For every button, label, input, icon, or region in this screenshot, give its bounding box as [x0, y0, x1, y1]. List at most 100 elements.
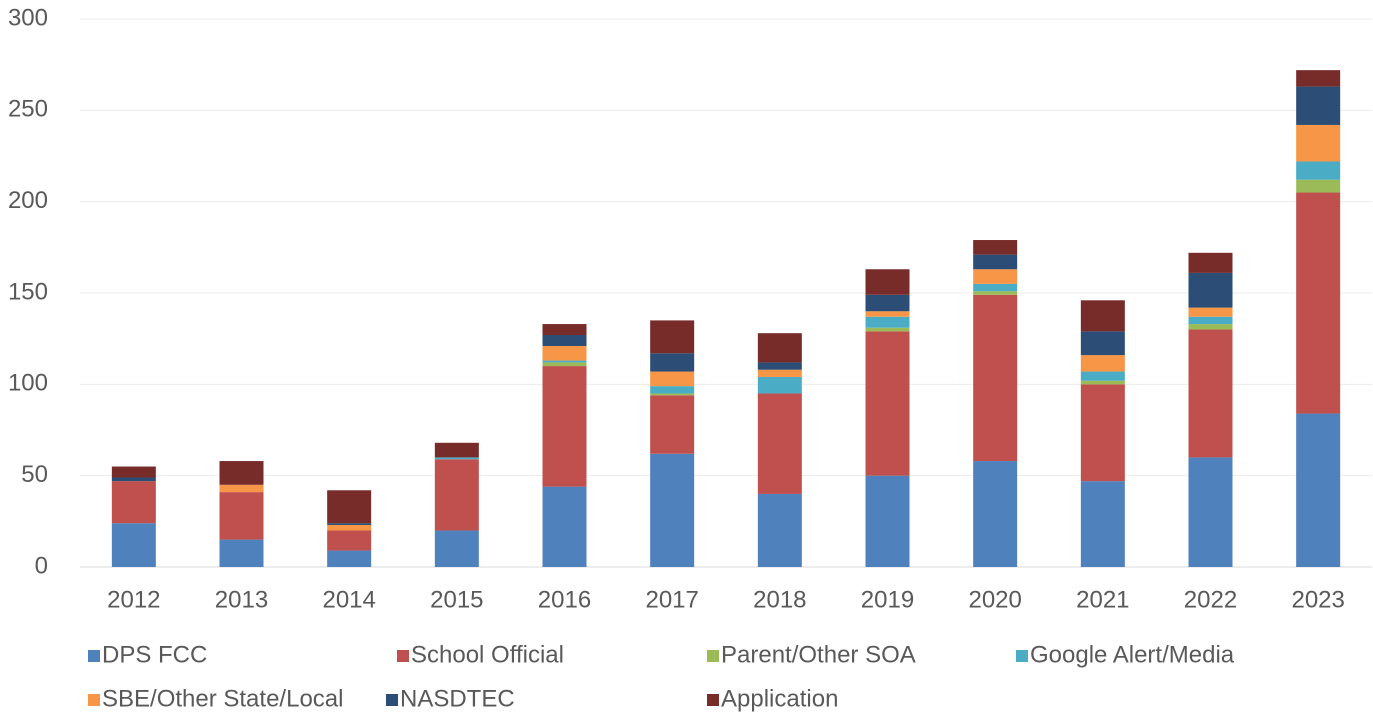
- bar-segment: [327, 524, 372, 531]
- x-tick-label: 2019: [861, 586, 914, 613]
- bar-segment: [111, 481, 156, 524]
- x-tick-label: 2016: [538, 586, 591, 613]
- bar-segment: [1296, 179, 1341, 193]
- bar-segment: [757, 493, 802, 567]
- bar-segment: [973, 283, 1018, 292]
- x-tick-label: 2020: [968, 586, 1021, 613]
- bar-segment: [434, 442, 479, 458]
- x-tick-label: 2022: [1184, 586, 1237, 613]
- bar-segment: [1080, 331, 1125, 356]
- x-tick-label: 2023: [1291, 586, 1344, 613]
- x-tick-label: 2012: [107, 586, 160, 613]
- legend-label: SBE/Other State/Local: [102, 685, 343, 712]
- legend-swatch: [386, 694, 398, 706]
- legend-swatch: [707, 694, 719, 706]
- bar-segment: [650, 393, 695, 396]
- bar-segment: [865, 475, 910, 567]
- bar-segment: [1296, 192, 1341, 414]
- bar-segment: [1080, 371, 1125, 381]
- bar-segment: [219, 484, 264, 493]
- bar-segment: [1188, 316, 1233, 325]
- bar-segment: [1296, 413, 1341, 567]
- y-tick-label: 0: [35, 552, 48, 579]
- bar-segment: [111, 477, 156, 482]
- legend-label: Google Alert/Media: [1030, 641, 1235, 668]
- bar-segment: [973, 291, 1018, 295]
- x-tick-label: 2018: [753, 586, 806, 613]
- bar-segment: [865, 316, 910, 328]
- bar-segment: [542, 360, 587, 363]
- bar-segment: [1188, 329, 1233, 458]
- bar-segment: [865, 269, 910, 295]
- bar-segment: [434, 530, 479, 567]
- legend-label: NASDTEC: [400, 685, 515, 712]
- y-tick-label: 200: [8, 187, 48, 214]
- bar-segment: [327, 523, 372, 525]
- bar-segment: [757, 393, 802, 494]
- bar-segment: [1080, 355, 1125, 372]
- bar-segment: [865, 294, 910, 312]
- bar-segment: [1188, 307, 1233, 317]
- bar-segment: [219, 461, 264, 485]
- bar-segment: [542, 324, 587, 336]
- bar-segment: [434, 459, 479, 531]
- legend-swatch: [1016, 650, 1028, 662]
- legend-swatch: [397, 650, 409, 662]
- bar-segment: [542, 486, 587, 567]
- y-tick-label: 250: [8, 96, 48, 123]
- bar-segment: [757, 362, 802, 370]
- bar-segment: [973, 254, 1018, 270]
- bar-segment: [1080, 380, 1125, 385]
- bar-segment: [327, 550, 372, 567]
- legend-swatch: [88, 650, 100, 662]
- bar-segment: [973, 240, 1018, 255]
- bar-segment: [1188, 252, 1233, 273]
- bar-segment: [973, 294, 1018, 462]
- y-tick-label: 300: [8, 4, 48, 31]
- bar-segment: [973, 269, 1018, 284]
- bar-segment: [650, 386, 695, 394]
- x-tick-label: 2021: [1076, 586, 1129, 613]
- bar-segment: [111, 523, 156, 567]
- legend-label: Application: [721, 685, 838, 712]
- bar-segment: [111, 466, 156, 478]
- bar-segment: [1296, 70, 1341, 87]
- bar-segment: [542, 335, 587, 346]
- bar-segment: [973, 461, 1018, 567]
- bar-segment: [1080, 481, 1125, 567]
- x-tick-label: 2015: [430, 586, 483, 613]
- legend-label: School Official: [411, 641, 564, 668]
- x-tick-label: 2017: [645, 586, 698, 613]
- x-tick-label: 2013: [215, 586, 268, 613]
- bar-segment: [542, 362, 587, 367]
- bar-segment: [865, 311, 910, 317]
- bar-segment: [219, 539, 264, 567]
- y-tick-label: 100: [8, 370, 48, 397]
- bar-segment: [219, 492, 264, 540]
- bar-segment: [434, 457, 479, 460]
- legend-label: Parent/Other SOA: [721, 641, 916, 668]
- bar-segment: [757, 377, 802, 394]
- bar-segment: [650, 453, 695, 567]
- bar-segment: [650, 395, 695, 454]
- bar-segment: [1188, 272, 1233, 308]
- bar-segment: [1080, 300, 1125, 332]
- bar-segment: [542, 366, 587, 487]
- y-tick-label: 50: [21, 461, 48, 488]
- bar-segment: [865, 327, 910, 332]
- bar-segment: [865, 331, 910, 476]
- bar-segment: [1080, 384, 1125, 482]
- legend-swatch: [707, 650, 719, 662]
- bar-segment: [542, 345, 587, 361]
- bar-segment: [1296, 86, 1341, 125]
- x-tick-label: 2014: [322, 586, 375, 613]
- bar-segment: [1188, 324, 1233, 330]
- bar-segment: [757, 333, 802, 363]
- bar-segment: [650, 353, 695, 372]
- bar-segment: [1296, 161, 1341, 180]
- legend-swatch: [88, 694, 100, 706]
- bar-segment: [1296, 124, 1341, 162]
- bar-segment: [650, 320, 695, 354]
- bar-segment: [327, 530, 372, 551]
